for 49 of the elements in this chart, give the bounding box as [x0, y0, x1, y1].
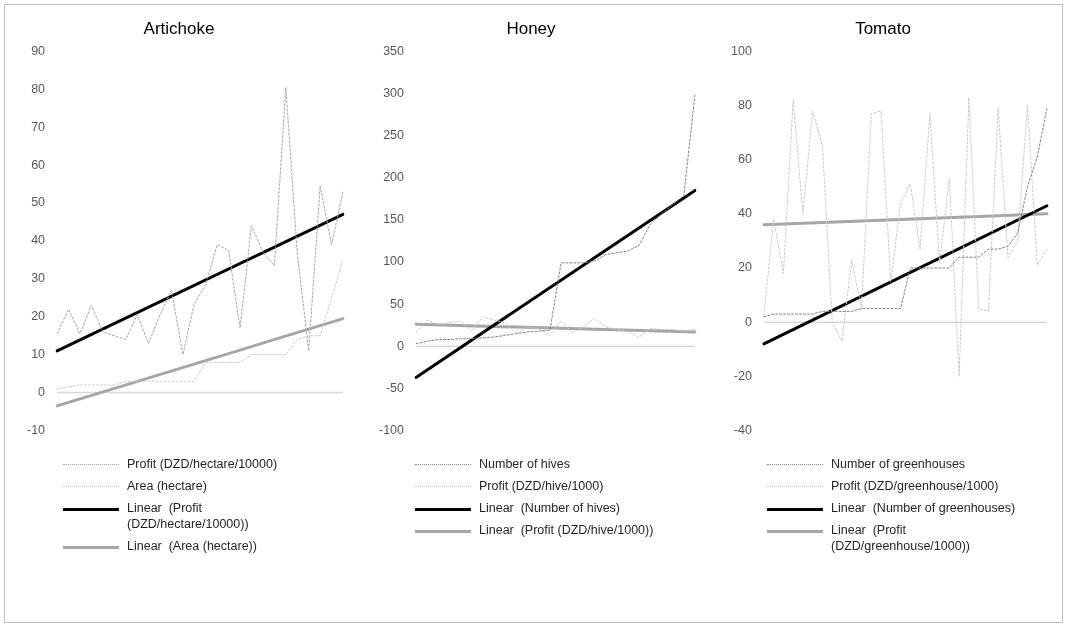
y-tick-label: 150: [383, 212, 405, 227]
y-tick-label: 60: [31, 157, 46, 172]
y-tick-label: 0: [397, 338, 405, 353]
line-series: [415, 316, 696, 338]
y-tick-label: -50: [385, 380, 405, 395]
y-tick-label: 80: [31, 81, 46, 96]
y-tick-label: 250: [383, 128, 405, 143]
legend-label: Linear (Profit (DZD/greenhouse/1000)): [831, 522, 971, 554]
legend-label: Profit (DZD/hectare/10000): [127, 456, 279, 472]
line-series: [415, 93, 696, 345]
legend-label: Linear (Area (hectare)): [127, 538, 258, 554]
legend-label: Area (hectare): [127, 478, 208, 494]
legend-label: Number of hives: [479, 456, 571, 472]
y-tick-label: -40: [733, 422, 752, 437]
legend-label: Profit (DZD/greenhouse/1000): [831, 478, 1000, 494]
y-tick-label: 200: [383, 170, 405, 185]
y-tick-label: 10: [31, 347, 46, 362]
y-tick-label: 0: [38, 385, 46, 400]
chart-title: Tomato: [855, 18, 911, 38]
line-series: [56, 259, 344, 390]
y-tick-label: 40: [737, 206, 752, 221]
y-tick-label: 90: [31, 43, 46, 58]
legend-label: Linear (Profit (DZD/hectare/10000)): [127, 500, 250, 532]
y-tick-label: 50: [31, 195, 46, 210]
y-tick-label: 0: [744, 314, 752, 329]
legend-label: Linear (Number of hives): [479, 500, 622, 516]
y-tick-label: 100: [731, 43, 752, 58]
y-tick-label: 70: [31, 119, 46, 134]
y-tick-label: 20: [31, 309, 46, 324]
y-tick-label: 350: [383, 43, 405, 58]
legend-label: Number of greenhouses: [831, 456, 967, 472]
legend-label: Linear (Profit (DZD/hive/1000)): [479, 522, 655, 538]
y-tick-label: 50: [390, 296, 405, 311]
line-series: [763, 107, 1048, 318]
y-tick-label: 100: [383, 254, 405, 269]
line-series: [763, 96, 1048, 377]
y-tick-label: 20: [737, 260, 752, 275]
y-tick-label: -20: [733, 368, 752, 383]
y-tick-label: 40: [31, 233, 46, 248]
y-tick-label: 60: [737, 152, 752, 167]
y-tick-label: 30: [31, 271, 46, 286]
chart-title: Honey: [506, 18, 557, 38]
y-tick-label: -100: [378, 422, 405, 437]
y-tick-label: 300: [383, 85, 405, 100]
legend-label: Profit (DZD/hive/1000): [479, 478, 605, 494]
y-tick-label: -10: [26, 422, 46, 437]
legend-label: Linear (Number of greenhouses): [831, 500, 1017, 516]
y-tick-label: 80: [737, 98, 752, 113]
chart-title: Artichoke: [143, 18, 215, 38]
